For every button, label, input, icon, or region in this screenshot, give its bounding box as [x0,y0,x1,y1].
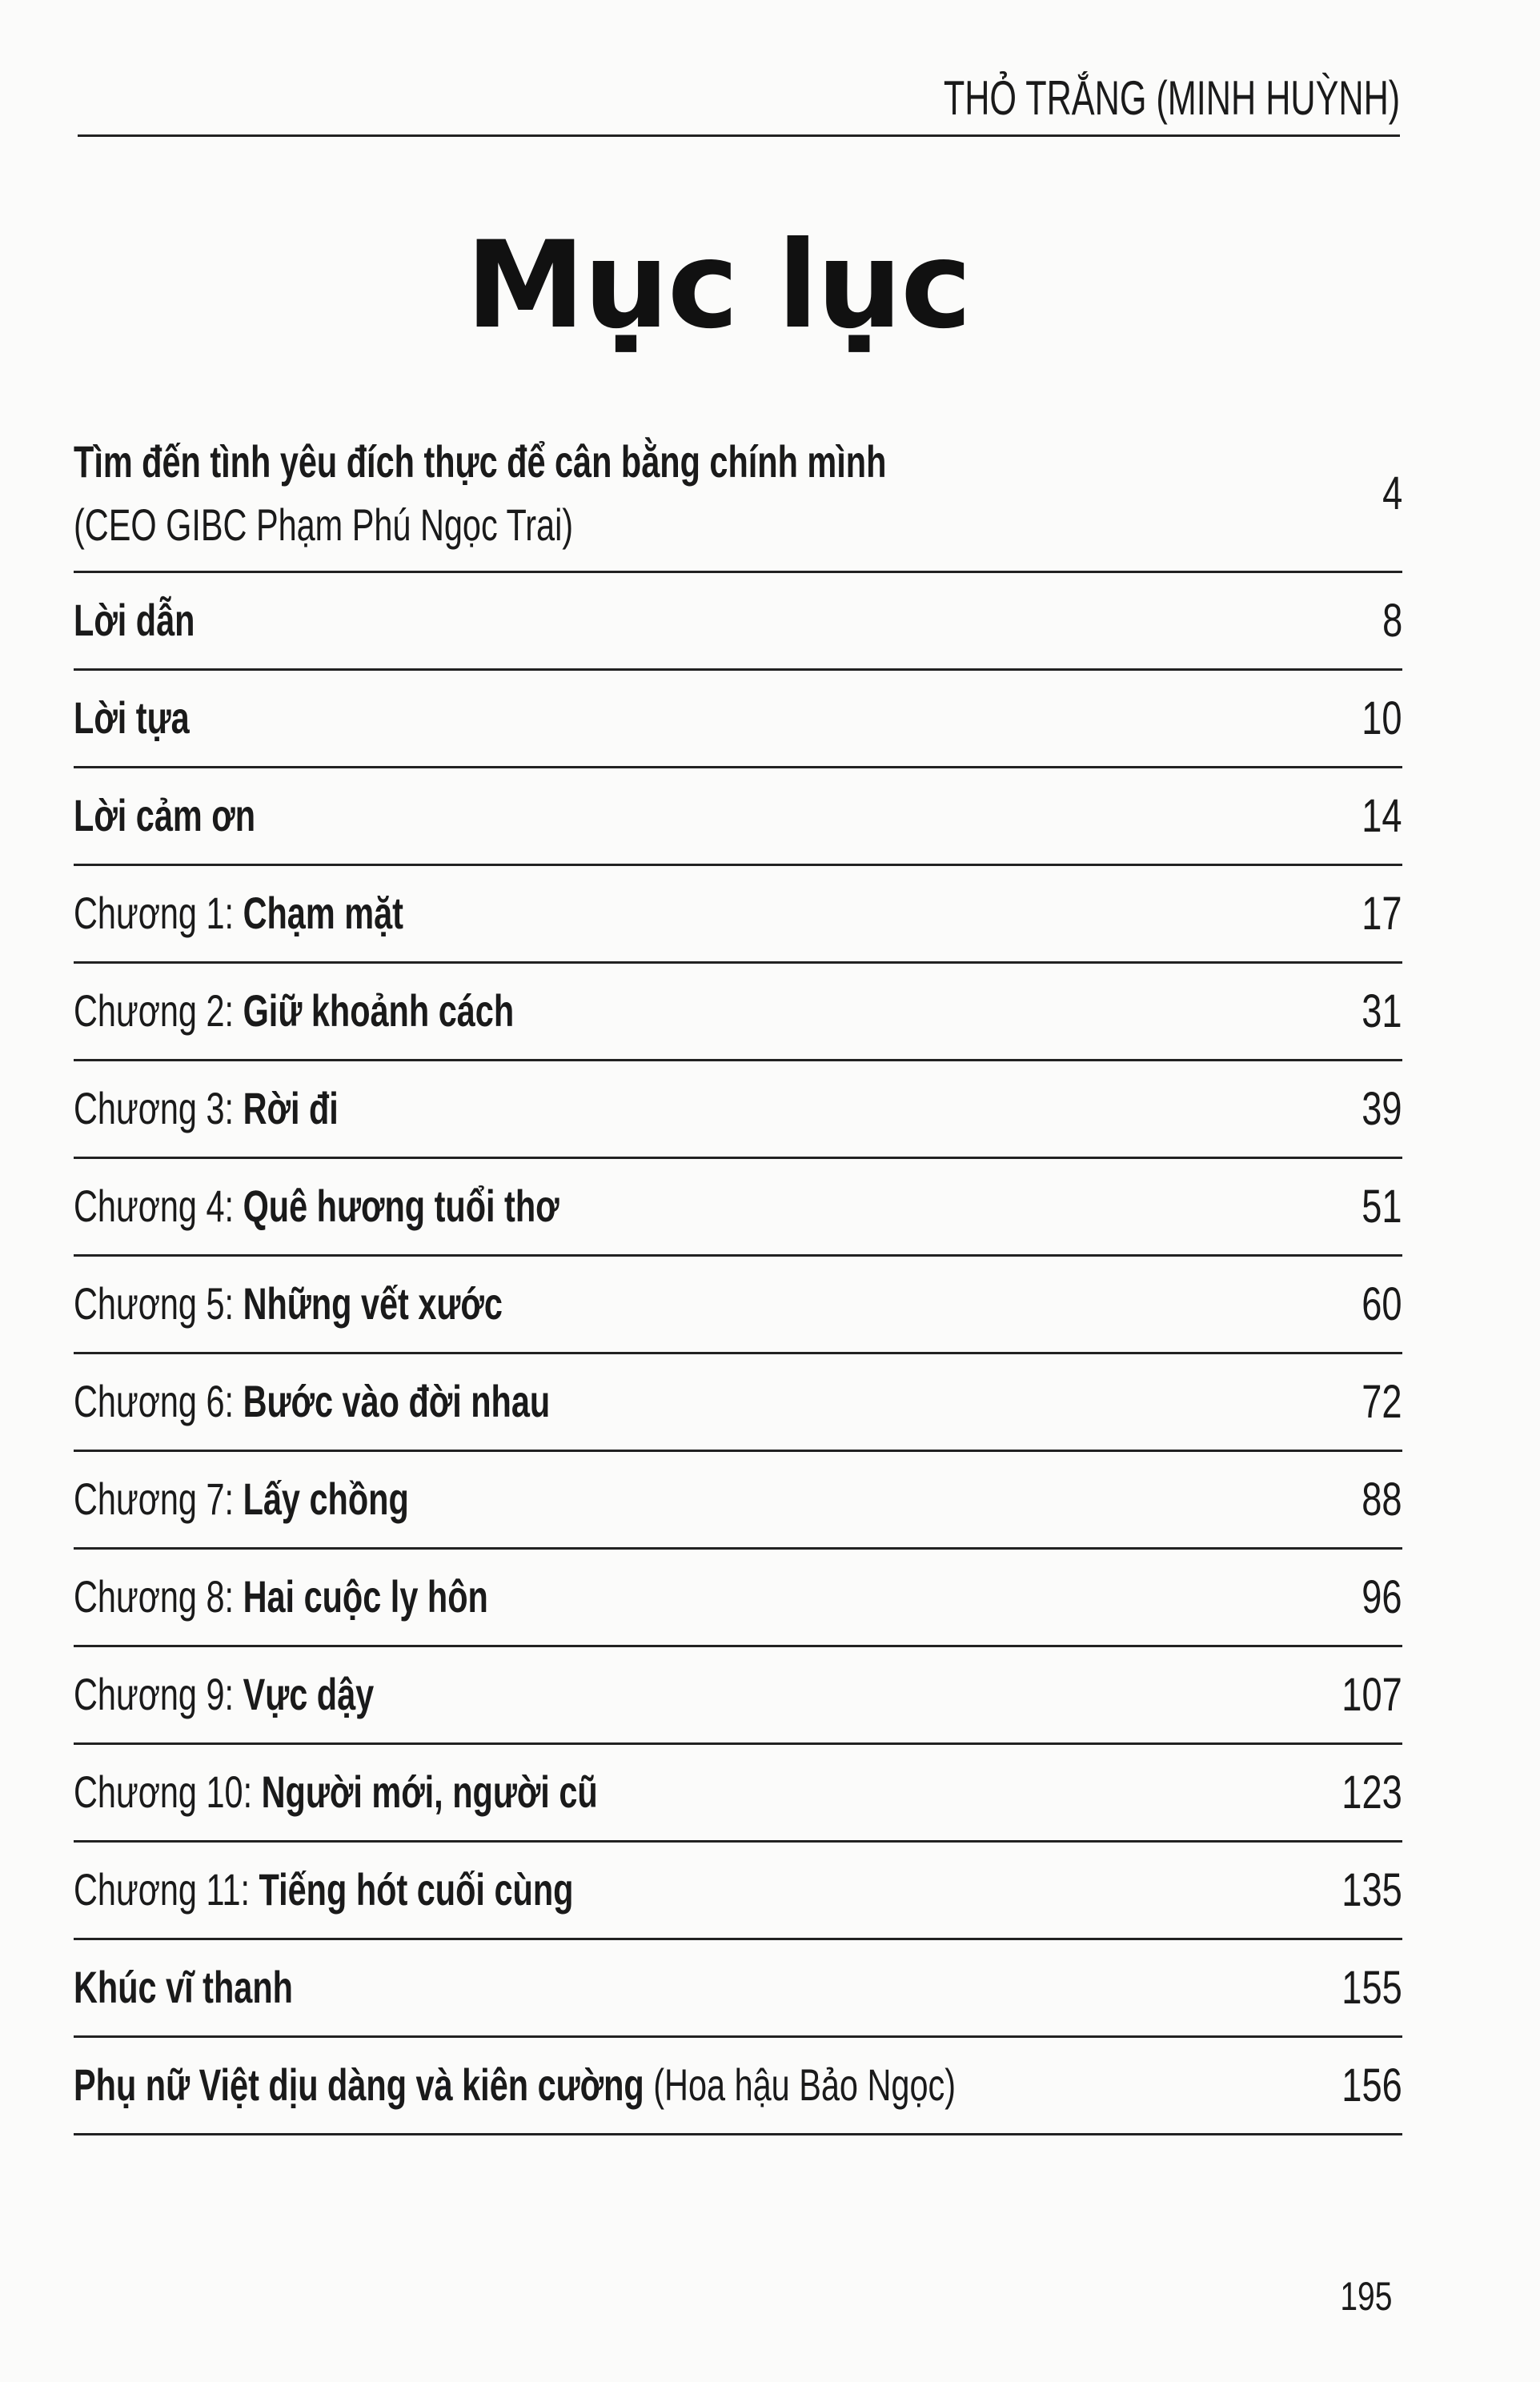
entry-page-number: 60 [1362,1278,1402,1330]
entry-title: Lời cảm ơn [74,790,256,841]
entry-page-number: 107 [1341,1669,1402,1721]
entry-page-number: 72 [1362,1376,1402,1428]
toc-entry: Chương 11: Tiếng hót cuối cùng 135 [74,1843,1402,1940]
header-rule [78,134,1400,137]
toc-entry-label: Chương 8: Hai cuộc ly hôn [74,1566,488,1628]
entry-page-number: 51 [1362,1181,1402,1233]
toc-entry: Chương 9: Vực dậy 107 [74,1647,1402,1745]
toc-entry-label: Chương 11: Tiếng hót cuối cùng [74,1859,573,1921]
chapter-prefix: Chương 3: [74,1083,243,1134]
entry-page-number: 4 [1382,467,1402,519]
toc-entry-label: Chương 7: Lấy chồng [74,1468,409,1530]
chapter-prefix: Chương 2: [74,985,243,1037]
entry-subtitle: (CEO GIBC Phạm Phú Ngọc Trai) [74,499,574,550]
entry-page-number: 17 [1362,888,1402,940]
entry-subtitle: (Hoa hậu Bảo Ngọc) [644,2059,956,2111]
chapter-prefix: Chương 4: [74,1181,243,1232]
entry-title: Vực dậy [243,1669,375,1720]
toc-entry: Chương 4: Quê hương tuổi thơ 51 [74,1159,1402,1257]
toc-entry: Lời tựa 10 [74,671,1402,768]
toc-entry-label: Lời dẫn [74,589,195,652]
toc-entry: Chương 3: Rời đi 39 [74,1061,1402,1159]
entry-title: Tiếng hót cuối cùng [259,1864,574,1915]
toc-entry-label: Chương 5: Những vết xước [74,1273,503,1335]
chapter-prefix: Chương 8: [74,1571,243,1622]
toc-entry-label: Tìm đến tình yêu đích thực để cân bằng c… [74,431,886,556]
entry-page-number: 123 [1341,1766,1402,1819]
toc-entry-label: Chương 2: Giữ khoảnh cách [74,980,514,1042]
toc-entry-label: Chương 4: Quê hương tuổi thơ [74,1175,559,1237]
entry-page-number: 39 [1362,1083,1402,1135]
toc-entry-label: Phụ nữ Việt dịu dàng và kiên cường (Hoa … [74,2054,956,2116]
entry-title: Giữ khoảnh cách [243,985,515,1037]
toc-entry-label: Chương 6: Bước vào đời nhau [74,1370,550,1433]
page-number: 195 [1339,2274,1392,2319]
toc-entry: Chương 1: Chạm mặt 17 [74,866,1402,964]
entry-page-number: 135 [1341,1864,1402,1916]
toc-entry: Lời cảm ơn 14 [74,768,1402,866]
toc-entry: Chương 7: Lấy chồng 88 [74,1452,1402,1550]
chapter-prefix: Chương 6: [74,1376,243,1427]
toc-entry-label: Chương 9: Vực dậy [74,1663,374,1726]
entry-title: Khúc vĩ thanh [74,1962,293,2013]
entry-title: Bước vào đời nhau [243,1376,551,1427]
chapter-prefix: Chương 11: [74,1864,259,1915]
entry-title: Phụ nữ Việt dịu dàng và kiên cường [74,2059,644,2111]
chapter-prefix: Chương 9: [74,1669,243,1720]
toc-entry: Khúc vĩ thanh 155 [74,1940,1402,2038]
entry-title: Lời dẫn [74,595,195,646]
page-title: Mục lục [465,216,972,355]
entry-title: Quê hương tuổi thơ [243,1181,559,1232]
entry-page-number: 8 [1382,595,1402,647]
entry-page-number: 155 [1341,1962,1402,2014]
entry-page-number: 156 [1341,2059,1402,2111]
entry-page-number: 31 [1362,985,1402,1037]
toc-entry: Chương 2: Giữ khoảnh cách 31 [74,964,1402,1061]
toc-entry-label: Chương 3: Rời đi [74,1077,339,1140]
entry-title: Người mới, người cũ [261,1766,598,1818]
toc-entry: Chương 8: Hai cuộc ly hôn 96 [74,1550,1402,1647]
entry-title: Lấy chồng [243,1474,409,1525]
chapter-prefix: Chương 5: [74,1278,243,1329]
toc-entry: Chương 6: Bước vào đời nhau 72 [74,1354,1402,1452]
entry-title: Chạm mặt [243,888,403,939]
entry-page-number: 10 [1362,692,1402,744]
running-head: THỎ TRẮNG (MINH HUỲNH) [943,71,1400,125]
toc-entry: Chương 10: Người mới, người cũ 123 [74,1745,1402,1843]
entry-page-number: 96 [1362,1571,1402,1623]
entry-title: Hai cuộc ly hôn [243,1571,488,1622]
toc-entry-label: Khúc vĩ thanh [74,1956,293,2019]
toc-entry: Chương 5: Những vết xước 60 [74,1257,1402,1354]
chapter-prefix: Chương 10: [74,1766,262,1818]
entry-title: Rời đi [243,1083,339,1134]
entry-title: Những vết xước [243,1278,503,1329]
toc-entry-label: Chương 10: Người mới, người cũ [74,1761,598,1823]
chapter-prefix: Chương 7: [74,1474,243,1525]
toc-entry-label: Lời tựa [74,687,190,749]
entry-title: Tìm đến tình yêu đích thực để cân bằng c… [74,436,887,487]
table-of-contents: Tìm đến tình yêu đích thực để cân bằng c… [74,416,1402,2135]
toc-entry: Lời dẫn 8 [74,573,1402,671]
toc-entry: Tìm đến tình yêu đích thực để cân bằng c… [74,416,1402,573]
chapter-prefix: Chương 1: [74,888,243,939]
toc-entry-label: Lời cảm ơn [74,784,255,847]
entry-title: Lời tựa [74,692,190,744]
entry-page-number: 88 [1362,1474,1402,1526]
toc-entry-label: Chương 1: Chạm mặt [74,882,403,944]
toc-entry: Phụ nữ Việt dịu dàng và kiên cường (Hoa … [74,2038,1402,2135]
entry-page-number: 14 [1362,790,1402,842]
